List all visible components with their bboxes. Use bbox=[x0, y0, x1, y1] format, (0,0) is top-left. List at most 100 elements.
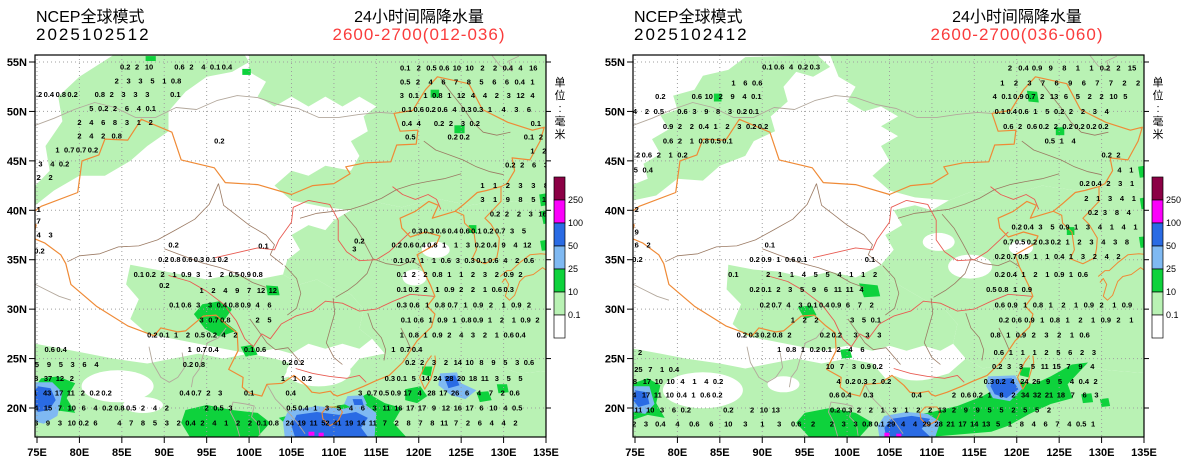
colorbar-segment bbox=[1151, 176, 1164, 201]
precip-value: 0.2 bbox=[1079, 179, 1089, 188]
precip-value: 5 bbox=[518, 374, 522, 383]
precip-value: 9 bbox=[491, 358, 495, 367]
precip-value: 0.5 bbox=[126, 404, 136, 413]
precip-value: 5 bbox=[862, 316, 866, 325]
precip-value: 0.4 bbox=[669, 365, 680, 374]
precip-value: 0.9 bbox=[1022, 285, 1032, 294]
precip-value: 8 bbox=[999, 391, 1003, 400]
precip-value: 8 bbox=[479, 358, 483, 367]
precip-value: 7 bbox=[454, 77, 458, 86]
precip-value: 1 bbox=[669, 150, 673, 159]
precip-value: 17 bbox=[404, 389, 412, 398]
precip-value: 2 bbox=[1077, 237, 1081, 246]
precip-value: 7 bbox=[454, 418, 458, 427]
precip-value: 0.6 bbox=[488, 256, 498, 265]
precip-value: 0.8 bbox=[1050, 316, 1060, 325]
precip-value: 1 bbox=[791, 316, 795, 325]
precip-value: 4 bbox=[1105, 252, 1110, 261]
lat-label: 30N bbox=[7, 304, 27, 316]
precip-value: 0.6 bbox=[413, 316, 423, 325]
precip-value: 0.9 bbox=[761, 255, 771, 264]
precip-value: 11 bbox=[846, 285, 854, 294]
precip-value: 1 bbox=[1021, 270, 1025, 279]
precip-value: 1 bbox=[512, 316, 516, 325]
precip-value: 0.4 bbox=[185, 418, 196, 427]
precip-value: 0.8 bbox=[56, 90, 66, 99]
precip-value: 3 bbox=[743, 419, 747, 428]
precip-value: 0.4 bbox=[1091, 179, 1102, 188]
province-border bbox=[249, 318, 303, 365]
precip-value: 0.1 bbox=[471, 227, 481, 236]
precip-value: 3 bbox=[507, 91, 511, 100]
precip-value: 3 bbox=[1019, 362, 1023, 371]
precip-value: 2 bbox=[647, 240, 651, 249]
lon-label: 105E bbox=[279, 447, 305, 459]
colorbar-segment bbox=[553, 199, 566, 224]
precip-value: 2 bbox=[471, 270, 475, 279]
precip-value: 0.2 bbox=[32, 90, 42, 99]
precip-value: 4 bbox=[901, 419, 906, 428]
lon-label: 115E bbox=[962, 447, 987, 459]
precip-value: 32 bbox=[1033, 391, 1041, 400]
precip-value: 0.9 bbox=[240, 270, 250, 279]
precip-value: 5 bbox=[1023, 406, 1027, 415]
dry-area bbox=[922, 232, 955, 251]
precip-value: 4 bbox=[1010, 377, 1015, 386]
precip-value: 0.2 bbox=[67, 90, 77, 99]
precip-value: 9 bbox=[635, 228, 639, 237]
precip-value: 0.2 bbox=[145, 270, 155, 279]
precip-value: 1 bbox=[1006, 330, 1010, 339]
precip-value: 2 bbox=[1122, 78, 1126, 87]
precip-value: 8 bbox=[467, 77, 471, 86]
precip-value: 0.1 bbox=[134, 270, 144, 279]
precip-value: 29 bbox=[923, 419, 931, 428]
precip-value: 12 bbox=[442, 404, 450, 413]
lat-label: 25N bbox=[605, 354, 625, 366]
precip-value: 0.8 bbox=[998, 285, 1008, 294]
lat-label: 40N bbox=[7, 205, 27, 217]
precip-value: 2 bbox=[837, 345, 841, 354]
precip-value: 3 bbox=[127, 76, 131, 85]
precip-value: 0.1 bbox=[408, 91, 418, 100]
lat-label: 50N bbox=[605, 106, 625, 118]
precip-value: 0.9 bbox=[831, 301, 841, 310]
river bbox=[766, 275, 1033, 348]
foreign-border bbox=[788, 327, 825, 388]
precip-value: 4 bbox=[513, 240, 518, 249]
precip-value: 0.4 bbox=[515, 330, 526, 339]
lat-label: 45N bbox=[605, 156, 625, 168]
japan-coast bbox=[501, 267, 546, 301]
precip-value: 8 bbox=[1062, 63, 1066, 72]
precip-value: 1 bbox=[432, 256, 436, 265]
foreign-border bbox=[827, 401, 859, 437]
precip-value: 1 bbox=[1066, 316, 1070, 325]
precip-value: 16 bbox=[454, 404, 462, 413]
precip-value: 0.1 bbox=[728, 270, 738, 279]
precip-value: 3 bbox=[737, 122, 741, 131]
precip-value: 1 bbox=[776, 255, 780, 264]
precip-value: 1 bbox=[502, 301, 506, 310]
precip-value: 0.6 bbox=[774, 62, 784, 71]
precip-value: 3 bbox=[358, 389, 362, 398]
precip-area-b bbox=[884, 415, 931, 437]
precip-value: 5 bbox=[522, 227, 526, 236]
precip-value: 2 bbox=[505, 210, 509, 219]
precip-value: 3 bbox=[121, 90, 125, 99]
precip-value: 2 bbox=[113, 104, 117, 113]
precip-value: 1 bbox=[881, 406, 885, 415]
precip-value: 8 bbox=[544, 181, 548, 190]
precip-value: 1 bbox=[423, 91, 427, 100]
precip-value: 2 bbox=[459, 285, 463, 294]
dry-area bbox=[948, 254, 993, 279]
precip-value: 2 bbox=[466, 418, 470, 427]
precip-value: 0.2 bbox=[632, 255, 642, 264]
colorbar-label: 25 bbox=[568, 264, 578, 274]
precip-value: 0.3 bbox=[984, 377, 994, 386]
precip-value: 0.2 bbox=[218, 255, 228, 264]
precip-value: 2 bbox=[1044, 348, 1048, 357]
precip-value: 0.2 bbox=[737, 107, 747, 116]
precip-value: 3 bbox=[1081, 252, 1085, 261]
precip-value: 3 bbox=[400, 91, 404, 100]
precip-value: 1 bbox=[1045, 252, 1049, 261]
precip-value: 1 bbox=[1013, 285, 1017, 294]
